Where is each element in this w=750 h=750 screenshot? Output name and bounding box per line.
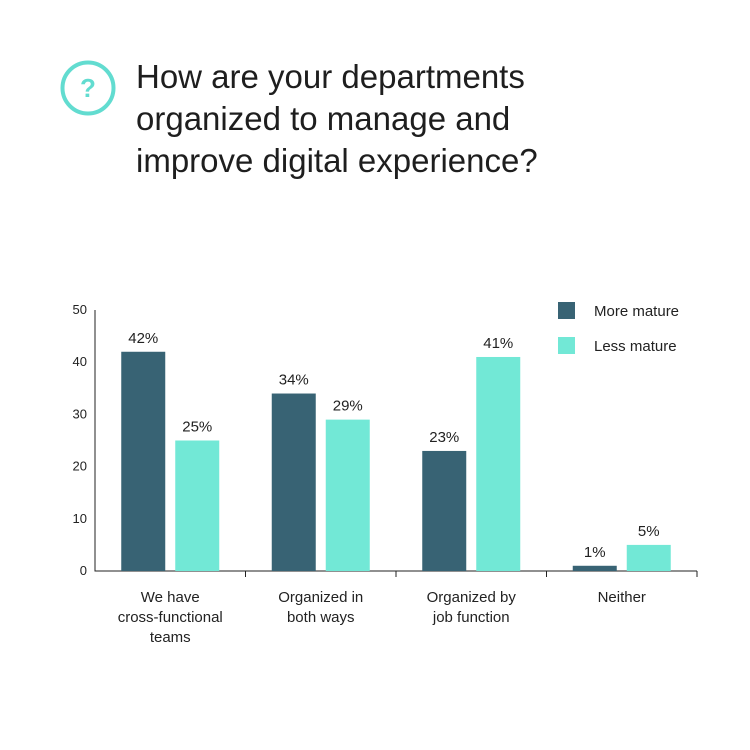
x-category-label-line: Organized in	[278, 589, 363, 606]
x-category-label-line: We have	[141, 589, 200, 606]
bar-more-mature	[422, 450, 467, 571]
page-title: How are your departments organized to ma…	[136, 56, 696, 182]
chart-bars	[121, 351, 671, 571]
question-mark-glyph: ?	[80, 73, 96, 103]
x-category-label-line: cross-functional	[118, 609, 223, 626]
title-line-3: improve digital experience?	[136, 142, 538, 179]
legend-label-more-mature: More mature	[594, 303, 679, 320]
x-category-label-line: teams	[150, 629, 191, 646]
y-tick-label: 20	[73, 459, 87, 474]
x-category-label: Organized by job function	[427, 589, 517, 626]
x-category-label: Neither	[598, 589, 646, 606]
title-line-1: How are your departments	[136, 58, 525, 95]
x-category-label: Organized in both ways	[278, 589, 363, 626]
y-tick-label: 30	[73, 406, 87, 421]
data-label: 5%	[638, 523, 660, 540]
title-line-2: organized to manage and	[136, 100, 511, 137]
y-tick-label: 0	[80, 563, 87, 578]
legend-swatch-less-mature	[558, 337, 575, 354]
chart-legend: More mature Less mature	[558, 302, 679, 355]
bar-more-mature	[121, 351, 166, 571]
data-label: 29%	[333, 398, 363, 415]
bar-more-mature	[271, 393, 316, 571]
y-tick-label: 50	[73, 302, 87, 317]
y-tick-label: 40	[73, 354, 87, 369]
bar-more-mature	[572, 565, 617, 571]
bar-less-mature	[175, 440, 220, 571]
y-tick-label: 10	[73, 511, 87, 526]
data-label: 41%	[483, 335, 513, 352]
legend-swatch-more-mature	[558, 302, 575, 319]
data-label: 1%	[584, 544, 606, 561]
x-category-label-line: Organized by	[427, 589, 517, 606]
x-category-label-line: both ways	[287, 609, 355, 626]
data-label: 25%	[182, 419, 212, 436]
legend-label-less-mature: Less mature	[594, 338, 677, 355]
chart-labels: 42% 25% We have cross-functional teams 34% 29%…	[118, 330, 660, 646]
bar-less-mature	[626, 544, 671, 571]
data-label: 42%	[128, 330, 158, 347]
x-category-label-line: Neither	[598, 589, 646, 606]
question-mark-icon: ?	[60, 60, 116, 116]
x-category-label: We have cross-functional teams	[118, 589, 223, 646]
header: ? How are your departments organized to …	[0, 0, 750, 200]
bar-less-mature	[325, 419, 370, 571]
data-label: 23%	[429, 429, 459, 446]
x-category-label-line: job function	[432, 609, 510, 626]
bar-less-mature	[476, 356, 521, 571]
data-label: 34%	[279, 372, 309, 389]
